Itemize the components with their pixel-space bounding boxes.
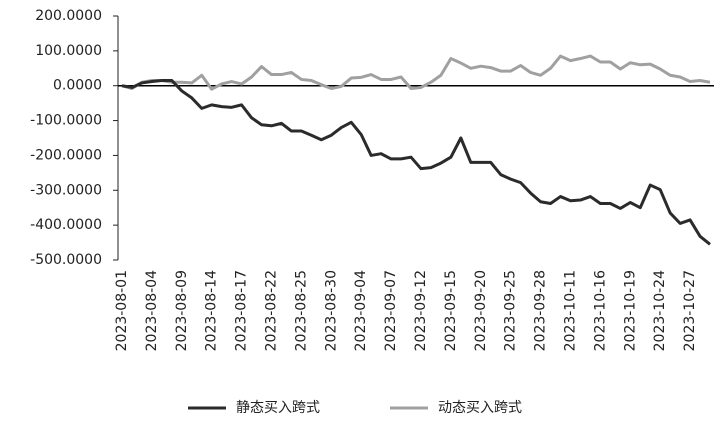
series-line [121,54,711,91]
x-tick-label: 2023-08-22 [263,270,279,351]
x-tick-label: 2023-09-15 [443,270,459,351]
x-tick-label: 2023-08-04 [144,270,160,351]
x-tick-label: 2023-08-14 [204,270,220,351]
x-tick-label: 2023-10-24 [652,270,668,351]
x-tick-label: 2023-10-27 [682,270,698,351]
y-tick-label: 0.0000 [53,78,102,94]
x-tick-label: 2023-08-17 [234,270,250,351]
legend-label: 静态买入跨式 [236,400,320,416]
x-tick-label: 2023-08-09 [174,270,190,351]
x-tick-label: 2023-08-30 [323,270,339,351]
x-tick-label: 2023-10-19 [622,270,638,351]
x-tick-label: 2023-09-12 [413,270,429,351]
x-tick-label: 2023-08-25 [293,270,309,351]
series-line [121,78,711,246]
x-tick-label: 2023-09-20 [473,270,489,351]
y-tick-label: -300.0000 [30,182,102,198]
x-tick-label: 2023-10-11 [562,270,578,351]
y-tick-label: -400.0000 [30,217,102,233]
y-tick-label: 200.0000 [35,8,102,24]
x-tick-label: 2023-09-28 [533,270,549,351]
y-tick-label: -200.0000 [30,147,102,163]
legend-label: 动态买入跨式 [438,400,522,416]
y-tick-label: -500.0000 [30,252,102,268]
x-tick-label: 2023-10-16 [592,270,608,351]
x-tick-label: 2023-08-01 [114,270,130,351]
x-tick-label: 2023-09-07 [383,270,399,351]
x-tick-label: 2023-09-25 [503,270,519,351]
y-tick-label: -100.0000 [30,113,102,129]
y-tick-label: 100.0000 [35,43,102,59]
x-tick-label: 2023-09-04 [353,270,369,351]
